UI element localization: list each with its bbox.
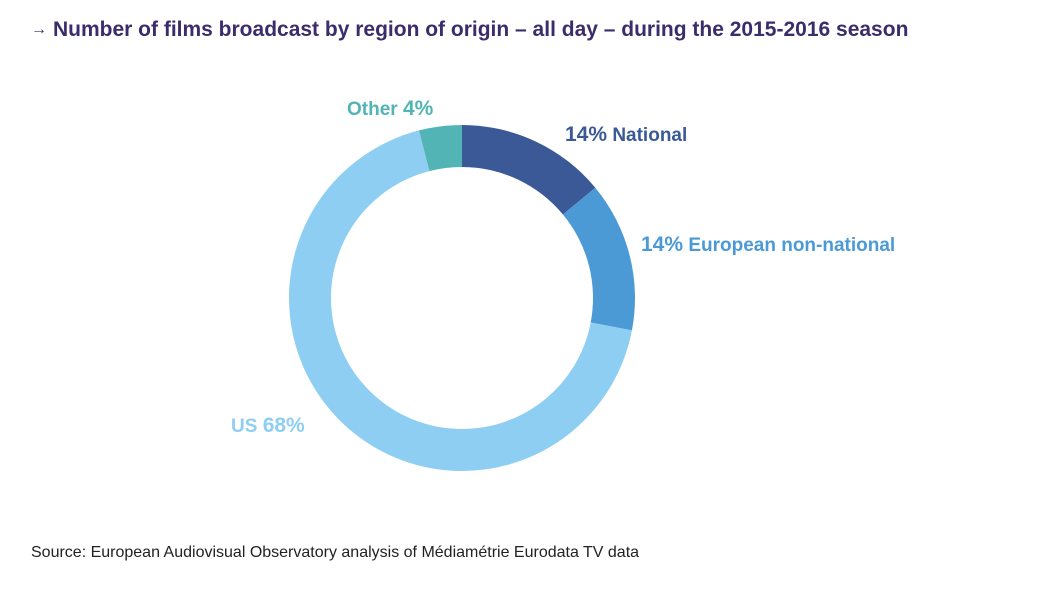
- donut-slices: [288, 125, 635, 472]
- label-us-pct: 68%: [263, 414, 305, 437]
- label-national-pct: 14%: [565, 123, 607, 146]
- label-us: US 68%: [231, 414, 305, 437]
- label-european-pct: 14%: [641, 233, 683, 256]
- label-european: 14% European non-national: [641, 233, 895, 256]
- label-other-name: Other: [347, 99, 398, 120]
- donut-slice-national: [462, 125, 596, 215]
- label-national: 14% National: [565, 123, 687, 146]
- label-other: Other 4%: [347, 97, 434, 120]
- source-note: Source: European Audiovisual Observatory…: [31, 544, 640, 561]
- label-national-name: National: [612, 125, 687, 146]
- chart-title: → Number of films broadcast by region of …: [31, 18, 908, 42]
- label-us-name: US: [231, 416, 257, 437]
- label-european-name: European non-national: [688, 235, 895, 256]
- label-other-pct: 4%: [403, 97, 434, 120]
- chart-title-text: Number of films broadcast by region of o…: [53, 18, 909, 41]
- donut-slice-european-non-national: [562, 187, 635, 331]
- donut-slice-other: [418, 125, 462, 172]
- arrow-right-icon: →: [31, 21, 47, 38]
